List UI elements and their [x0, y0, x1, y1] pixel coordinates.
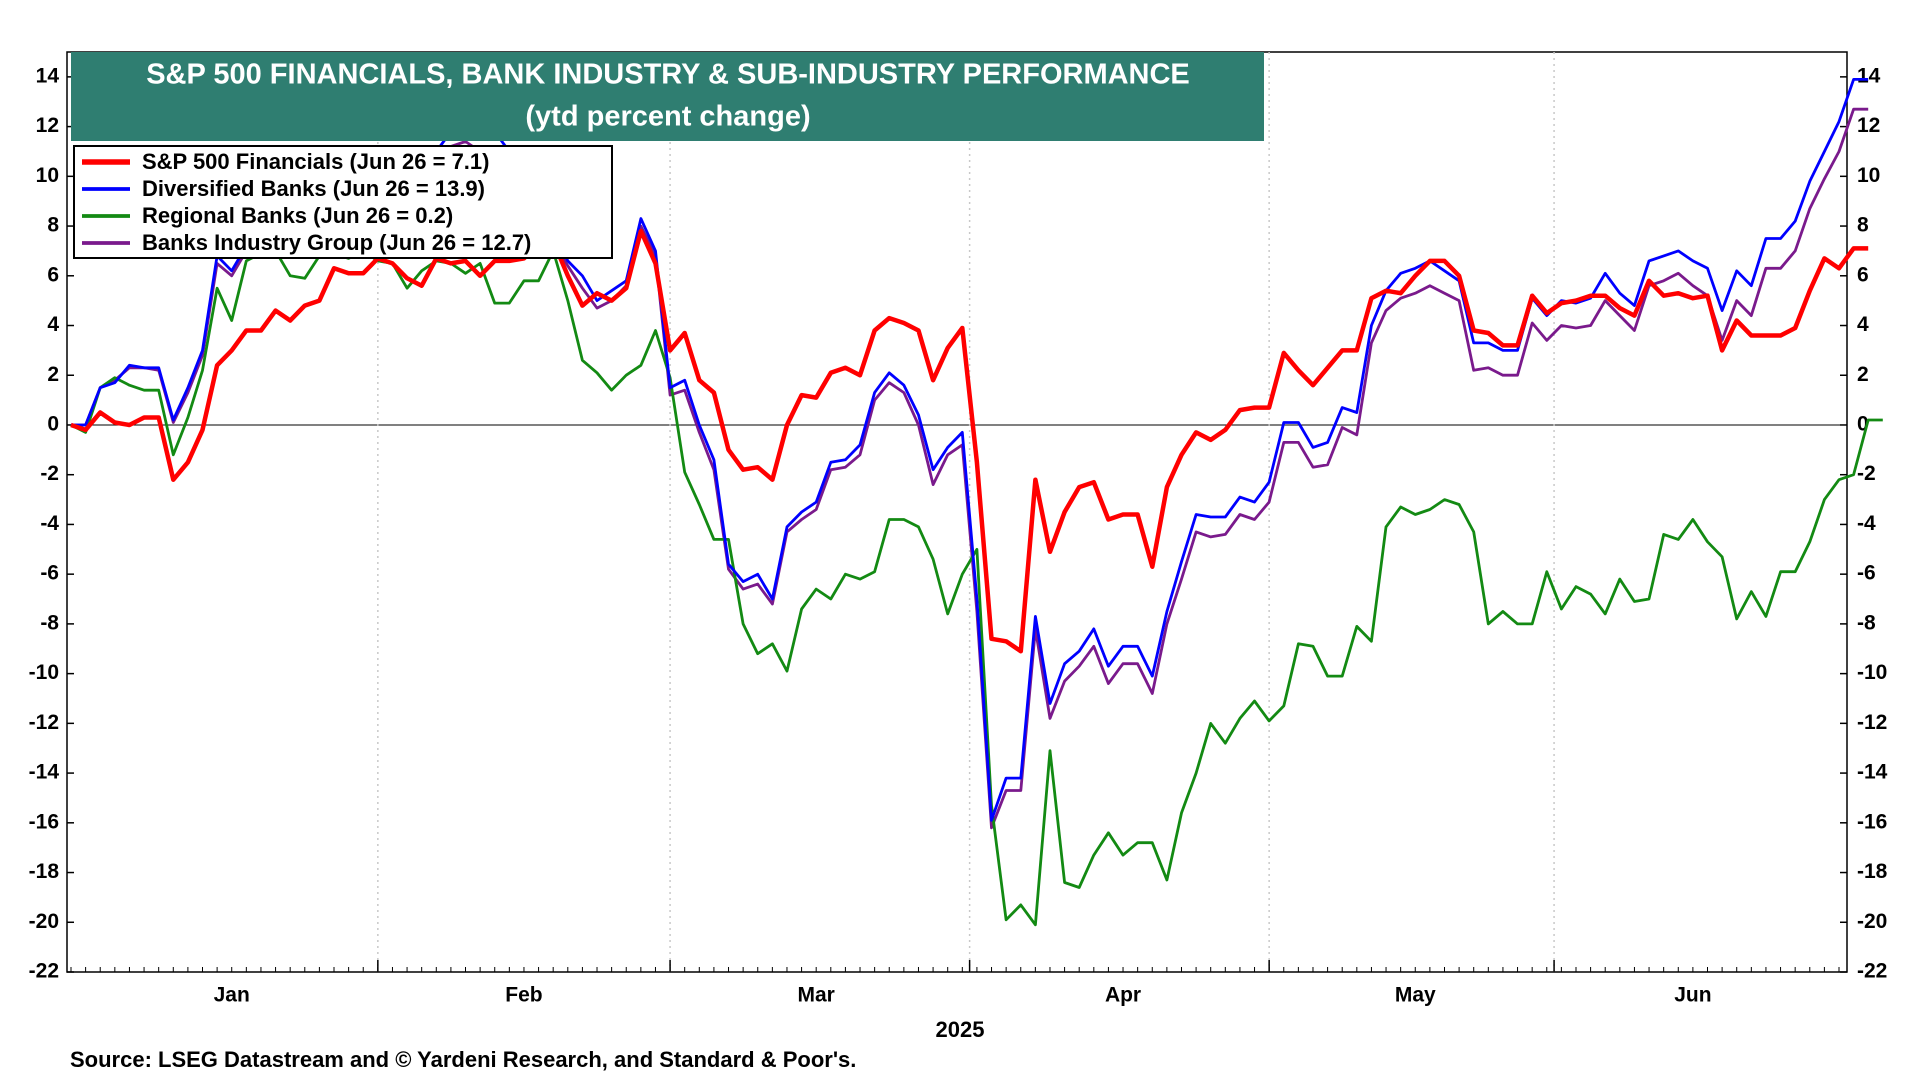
legend-label: S&P 500 Financials (Jun 26 = 7.1): [142, 149, 489, 174]
chart-subtitle: (ytd percent change): [525, 101, 810, 133]
y-tick-label: -6: [40, 562, 59, 585]
y2-tick-label: 4: [1857, 313, 1869, 336]
y-tick-label: 4: [47, 313, 59, 336]
y-tick-label: -10: [29, 661, 59, 684]
y-tick-label: 14: [36, 64, 60, 87]
x-tick-label: Feb: [505, 984, 542, 1007]
x-tick-label: Apr: [1105, 984, 1141, 1007]
y-tick-label: 6: [47, 263, 59, 286]
y2-tick-label: 0: [1857, 413, 1869, 436]
y2-tick-label: -14: [1857, 761, 1888, 784]
y-tick-label: -22: [29, 960, 59, 983]
y2-tick-label: 6: [1857, 263, 1869, 286]
y2-tick-label: -4: [1857, 512, 1876, 535]
y-tick-label: -8: [40, 611, 59, 634]
y2-tick-label: 2: [1857, 363, 1869, 386]
y-tick-label: -12: [29, 711, 59, 734]
legend-label: Diversified Banks (Jun 26 = 13.9): [142, 176, 485, 201]
y-tick-label: 8: [47, 214, 59, 237]
y2-tick-label: -12: [1857, 711, 1887, 734]
legend-label: Banks Industry Group (Jun 26 = 12.7): [142, 230, 531, 255]
y2-tick-label: -2: [1857, 462, 1876, 485]
y-tick-label: -18: [29, 860, 60, 883]
y-tick-label: 2: [47, 363, 59, 386]
y2-tick-label: -16: [1857, 810, 1887, 833]
y-tick-label: 0: [47, 413, 59, 436]
y2-tick-label: 8: [1857, 214, 1869, 237]
y-tick-label: -16: [29, 810, 59, 833]
legend-box: [73, 145, 613, 259]
y-tick-label: -2: [40, 462, 59, 485]
chart-title: S&P 500 FINANCIALS, BANK INDUSTRY & SUB-…: [146, 59, 1190, 91]
y2-tick-label: -18: [1857, 860, 1888, 883]
y2-tick-label: 12: [1857, 114, 1880, 137]
source-note: Source: LSEG Datastream and © Yardeni Re…: [70, 1047, 856, 1072]
x-tick-label: Jun: [1674, 984, 1711, 1007]
y2-tick-label: -8: [1857, 611, 1876, 634]
series-line: [70, 228, 1869, 654]
y2-tick-label: -20: [1857, 910, 1887, 933]
x-axis-label: 2025: [936, 1017, 985, 1042]
legend-label: Regional Banks (Jun 26 = 0.2): [142, 203, 453, 228]
y2-tick-label: 10: [1857, 164, 1880, 187]
x-tick-label: Jan: [214, 984, 250, 1007]
x-tick-label: May: [1395, 984, 1436, 1007]
y2-tick-label: 14: [1857, 64, 1881, 87]
y2-tick-label: -10: [1857, 661, 1887, 684]
y-tick-label: 10: [36, 164, 59, 187]
y-tick-label: -4: [40, 512, 59, 535]
title-box: [71, 52, 1264, 141]
y2-tick-label: -22: [1857, 960, 1887, 983]
y-tick-label: -14: [29, 761, 60, 784]
x-tick-label: Mar: [798, 984, 835, 1007]
y-tick-label: 12: [36, 114, 59, 137]
y-tick-label: -20: [29, 910, 59, 933]
y2-tick-label: -6: [1857, 562, 1876, 585]
